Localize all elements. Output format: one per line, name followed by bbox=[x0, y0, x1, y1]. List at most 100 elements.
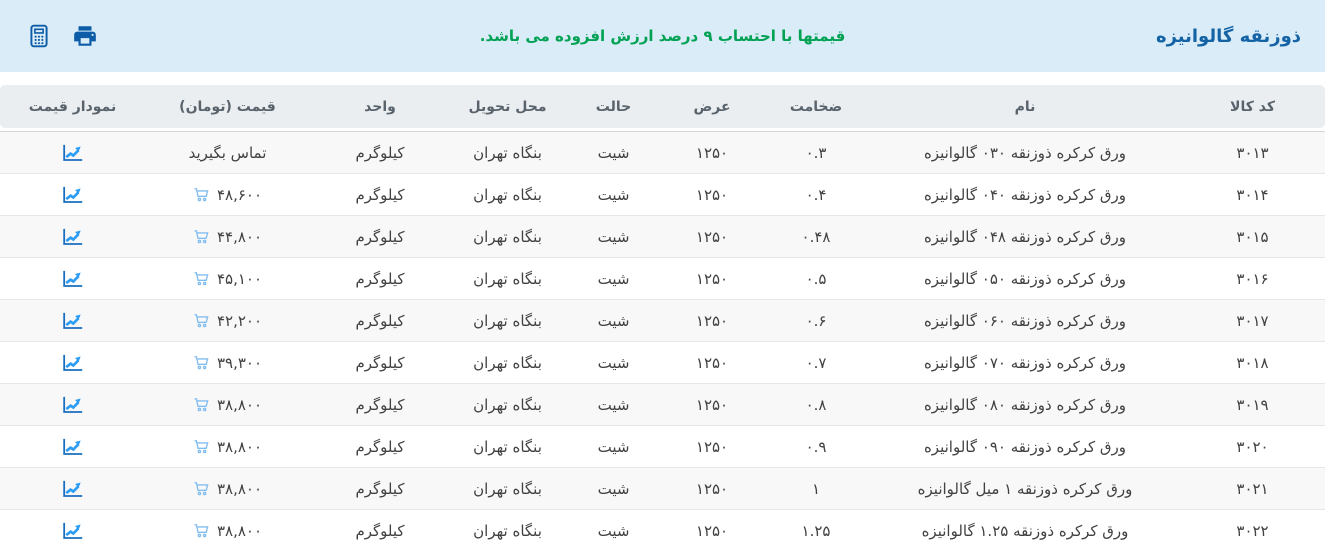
price-chart-icon[interactable] bbox=[62, 144, 84, 162]
price-value[interactable]: ۳۸,۸۰۰ bbox=[216, 479, 263, 498]
shopping-cart-icon[interactable] bbox=[193, 354, 210, 371]
price-chart-icon[interactable] bbox=[62, 354, 84, 372]
cell-delivery: بنگاه تهران bbox=[473, 353, 542, 372]
cell-chart bbox=[0, 132, 145, 173]
shopping-cart-icon[interactable] bbox=[193, 186, 210, 203]
table-row: ۳۰۱۳ ورق کرکره ذوزنقه ۰۳۰ گالوانیزه ۰.۳ … bbox=[0, 131, 1325, 173]
cell-code: ۳۰۱۷ bbox=[1236, 311, 1269, 330]
cell-unit: کیلوگرم bbox=[355, 269, 405, 288]
cell-name: ورق کرکره ذوزنقه ۰۹۰ گالوانیزه bbox=[923, 437, 1127, 456]
cell-width: ۱۲۵۰ bbox=[695, 353, 729, 372]
cell-price: ۴۵,۱۰۰ bbox=[145, 258, 310, 299]
cell-code: ۳۰۱۴ bbox=[1236, 185, 1269, 204]
cell-price: تماس بگیرید bbox=[145, 132, 310, 173]
topbar: ذوزنقه گالوانیزه قیمتها با احتساب ۹ درصد… bbox=[0, 0, 1325, 72]
price-chart-icon[interactable] bbox=[62, 522, 84, 540]
cell-state: شیت bbox=[597, 395, 630, 414]
cell-unit: کیلوگرم bbox=[355, 185, 405, 204]
cell-width: ۱۲۵۰ bbox=[695, 185, 729, 204]
cell-name: ورق کرکره ذوزنقه ۰۸۰ گالوانیزه bbox=[923, 395, 1127, 414]
table-row: ۳۰۲۲ ورق کرکره ذوزنقه ۱.۲۵ گالوانیزه ۱.۲… bbox=[0, 509, 1325, 541]
cell-state: شیت bbox=[597, 227, 630, 246]
cell-unit: کیلوگرم bbox=[355, 521, 405, 540]
cell-name: ورق کرکره ذوزنقه ۱ میل گالوانیزه bbox=[917, 479, 1133, 498]
cell-code: ۳۰۱۹ bbox=[1236, 395, 1269, 414]
shopping-cart-icon[interactable] bbox=[193, 480, 210, 497]
cell-state: شیت bbox=[597, 185, 630, 204]
cell-state: شیت bbox=[597, 143, 630, 162]
cell-state: شیت bbox=[597, 479, 630, 498]
cell-state: شیت bbox=[597, 353, 630, 372]
shopping-cart-icon[interactable] bbox=[193, 312, 210, 329]
cell-price: ۴۸,۶۰۰ bbox=[145, 174, 310, 215]
cell-name: ورق کرکره ذوزنقه ۱.۲۵ گالوانیزه bbox=[921, 521, 1129, 540]
table-row: ۳۰۲۰ ورق کرکره ذوزنقه ۰۹۰ گالوانیزه ۰.۹ … bbox=[0, 425, 1325, 467]
price-value[interactable]: ۳۸,۸۰۰ bbox=[216, 521, 263, 540]
cell-thickness: ۱ bbox=[811, 479, 821, 498]
price-value[interactable]: ۴۵,۱۰۰ bbox=[216, 269, 263, 288]
cell-delivery: بنگاه تهران bbox=[473, 479, 542, 498]
price-value[interactable]: ۴۴,۸۰۰ bbox=[216, 227, 263, 246]
col-header-price: قیمت (تومان) bbox=[179, 98, 276, 115]
cell-unit: کیلوگرم bbox=[355, 437, 405, 456]
price-value[interactable]: ۴۸,۶۰۰ bbox=[216, 185, 263, 204]
cell-code: ۳۰۱۳ bbox=[1236, 143, 1269, 162]
cell-unit: کیلوگرم bbox=[355, 143, 405, 162]
cell-code: ۳۰۱۸ bbox=[1236, 353, 1269, 372]
page-title: ذوزنقه گالوانیزه bbox=[1155, 25, 1301, 47]
shopping-cart-icon[interactable] bbox=[193, 438, 210, 455]
price-chart-icon[interactable] bbox=[62, 480, 84, 498]
col-header-code: کد کالا bbox=[1230, 98, 1275, 115]
cell-chart bbox=[0, 426, 145, 467]
cell-thickness: ۰.۶ bbox=[805, 311, 827, 330]
price-chart-icon[interactable] bbox=[62, 438, 84, 456]
price-value[interactable]: ۳۸,۸۰۰ bbox=[216, 395, 263, 414]
cell-price: ۳۸,۸۰۰ bbox=[145, 468, 310, 509]
cell-price: ۴۲,۲۰۰ bbox=[145, 300, 310, 341]
cell-code: ۳۰۱۶ bbox=[1236, 269, 1269, 288]
cell-delivery: بنگاه تهران bbox=[473, 311, 542, 330]
col-header-name: نام bbox=[1014, 98, 1036, 115]
cell-chart bbox=[0, 258, 145, 299]
cell-state: شیت bbox=[597, 311, 630, 330]
price-value[interactable]: ۳۸,۸۰۰ bbox=[216, 437, 263, 456]
cell-price: ۳۸,۸۰۰ bbox=[145, 510, 310, 541]
cell-delivery: بنگاه تهران bbox=[473, 185, 542, 204]
cell-thickness: ۰.۸ bbox=[805, 395, 827, 414]
calculator-button[interactable] bbox=[24, 21, 54, 51]
table-row: ۳۰۲۱ ورق کرکره ذوزنقه ۱ میل گالوانیزه ۱ … bbox=[0, 467, 1325, 509]
price-value[interactable]: ۴۲,۲۰۰ bbox=[216, 311, 263, 330]
price-chart-icon[interactable] bbox=[62, 228, 84, 246]
shopping-cart-icon[interactable] bbox=[193, 396, 210, 413]
shopping-cart-icon[interactable] bbox=[193, 228, 210, 245]
price-value[interactable]: ۳۹,۳۰۰ bbox=[216, 353, 263, 372]
cell-chart bbox=[0, 216, 145, 257]
col-header-unit: واحد bbox=[364, 98, 396, 115]
price-value[interactable]: تماس بگیرید bbox=[188, 143, 267, 162]
price-chart-icon[interactable] bbox=[62, 396, 84, 414]
price-chart-icon[interactable] bbox=[62, 186, 84, 204]
cell-name: ورق کرکره ذوزنقه ۰۴۸ گالوانیزه bbox=[923, 227, 1127, 246]
price-chart-icon[interactable] bbox=[62, 312, 84, 330]
cell-price: ۳۸,۸۰۰ bbox=[145, 384, 310, 425]
topbar-actions bbox=[24, 21, 100, 51]
table-body: ۳۰۱۳ ورق کرکره ذوزنقه ۰۳۰ گالوانیزه ۰.۳ … bbox=[0, 131, 1325, 541]
cell-code: ۳۰۱۵ bbox=[1236, 227, 1269, 246]
price-chart-icon[interactable] bbox=[62, 270, 84, 288]
cell-name: ورق کرکره ذوزنقه ۰۵۰ گالوانیزه bbox=[923, 269, 1127, 288]
cell-unit: کیلوگرم bbox=[355, 395, 405, 414]
cell-thickness: ۰.۷ bbox=[805, 353, 827, 372]
col-header-delivery: محل تحویل bbox=[468, 98, 547, 115]
cell-code: ۳۰۲۲ bbox=[1236, 521, 1269, 540]
print-button[interactable] bbox=[70, 21, 100, 51]
cell-chart bbox=[0, 468, 145, 509]
table-header: کد کالا نام ضخامت عرض حالت محل تحویل واح… bbox=[0, 85, 1325, 128]
shopping-cart-icon[interactable] bbox=[193, 270, 210, 287]
cell-unit: کیلوگرم bbox=[355, 227, 405, 246]
cell-width: ۱۲۵۰ bbox=[695, 437, 729, 456]
shopping-cart-icon[interactable] bbox=[193, 522, 210, 539]
cell-delivery: بنگاه تهران bbox=[473, 143, 542, 162]
cell-chart bbox=[0, 174, 145, 215]
cell-width: ۱۲۵۰ bbox=[695, 521, 729, 540]
cell-thickness: ۰.۵ bbox=[805, 269, 827, 288]
